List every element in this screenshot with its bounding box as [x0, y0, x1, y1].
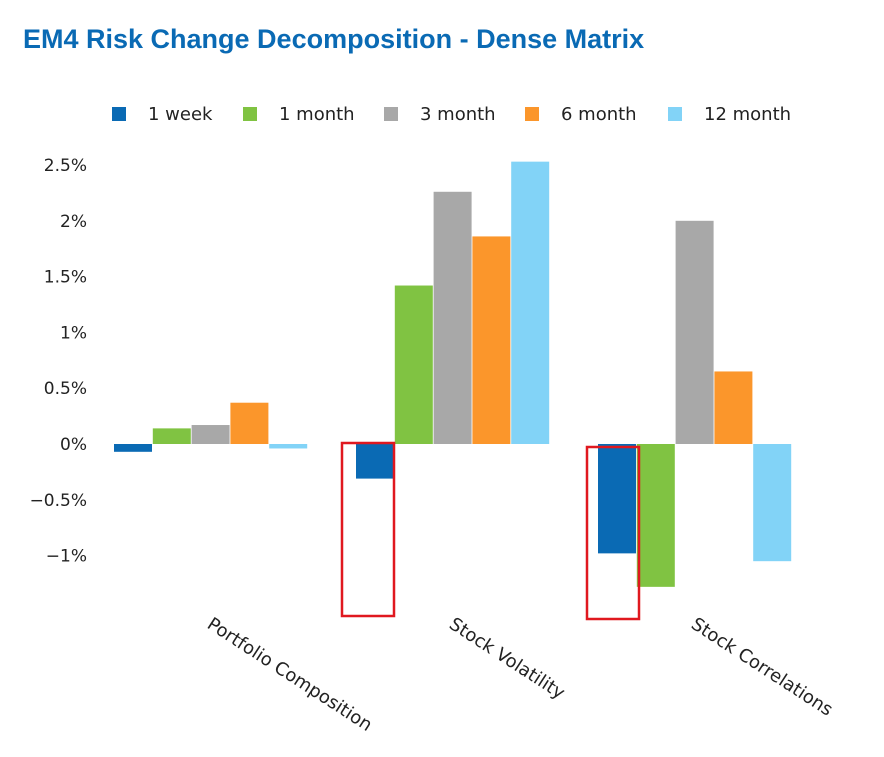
x-category-label-stock-volatility: Stock Volatility — [445, 614, 568, 704]
x-category-label-portfolio-composition: Portfolio Composition — [203, 614, 376, 736]
bar-portfolio-composition-1-month[interactable] — [152, 428, 191, 444]
y-axis-ticks: 2.5% 2% 1.5% 1% 0.5% 0% −0.5% −1% — [30, 156, 87, 567]
legend-label-1-week: 1 week — [148, 103, 213, 125]
bar-stock-volatility-12-month[interactable] — [511, 161, 550, 445]
y-tick-label: 2.5% — [44, 156, 87, 176]
legend-swatch-1-week — [112, 107, 126, 121]
y-tick-label: 2% — [60, 212, 87, 232]
bar-portfolio-composition-1-week[interactable] — [114, 444, 152, 452]
legend-label-12-month: 12 month — [704, 103, 792, 125]
legend-swatch-12-month — [668, 107, 682, 121]
bar-portfolio-composition-12-month[interactable] — [269, 444, 308, 449]
bar-stock-correlations-1-month[interactable] — [636, 444, 675, 587]
legend-item-6-month[interactable]: 6 month — [525, 102, 637, 126]
y-tick-label: 0.5% — [44, 379, 87, 399]
bar-marks — [114, 161, 792, 587]
bar-stock-correlations-12-month[interactable] — [753, 444, 792, 562]
legend-label-3-month: 3 month — [420, 103, 496, 125]
bar-stock-volatility-1-week[interactable] — [356, 444, 394, 479]
bar-stock-volatility-6-month[interactable] — [472, 236, 511, 444]
legend-item-3-month[interactable]: 3 month — [384, 102, 496, 126]
x-category-label-stock-correlations: Stock Correlations — [687, 614, 836, 721]
chart-title: EM4 Risk Change Decomposition - Dense Ma… — [23, 24, 645, 54]
y-tick-label: −0.5% — [30, 491, 87, 511]
y-tick-label: 1.5% — [44, 268, 87, 288]
bar-portfolio-composition-6-month[interactable] — [230, 402, 269, 444]
legend-label-6-month: 6 month — [561, 103, 637, 125]
highlight-box-stock-correlations — [585, 445, 641, 621]
bar-stock-correlations-3-month[interactable] — [675, 220, 714, 444]
bar-stock-correlations-6-month[interactable] — [714, 371, 753, 444]
bar-stock-correlations-1-week[interactable] — [598, 444, 636, 554]
y-tick-label: 0% — [60, 435, 87, 455]
legend-label-1-month: 1 month — [279, 103, 355, 125]
legend-swatch-1-month — [243, 107, 257, 121]
legend-swatch-6-month — [525, 107, 539, 121]
legend-item-1-week[interactable]: 1 week — [112, 102, 212, 126]
legend-item-12-month[interactable]: 12 month — [668, 102, 791, 126]
x-axis-categories: Portfolio Composition Stock Volatility Sto… — [203, 614, 836, 736]
highlight-boxes — [340, 441, 641, 621]
bar-portfolio-composition-3-month[interactable] — [191, 425, 230, 444]
bar-stock-volatility-3-month[interactable] — [433, 191, 472, 444]
bar-stock-volatility-1-month[interactable] — [394, 285, 433, 444]
legend-item-1-month[interactable]: 1 month — [243, 102, 355, 126]
legend-swatch-3-month — [384, 107, 398, 121]
y-tick-label: −1% — [46, 547, 87, 567]
highlight-box-stock-volatility — [340, 441, 396, 618]
y-tick-label: 1% — [60, 323, 87, 343]
chart-legend: 1 week 1 month 3 month 6 month 12 month — [0, 102, 884, 126]
